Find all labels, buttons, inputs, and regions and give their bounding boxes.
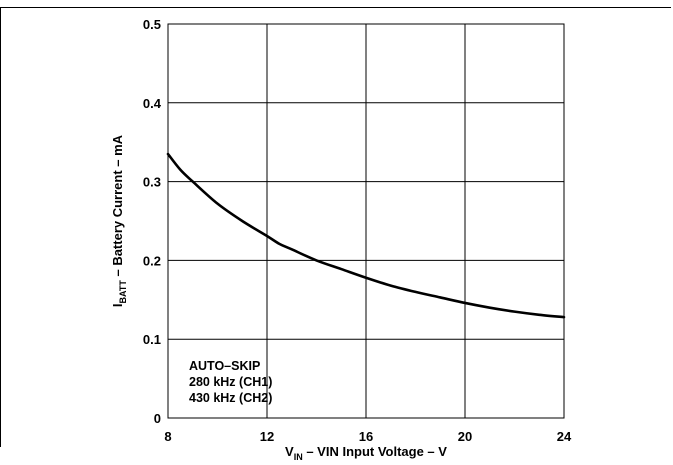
frame-left-border: [0, 7, 1, 447]
annotation-block: AUTO–SKIP 280 kHz (CH1) 430 kHz (CH2): [189, 359, 272, 405]
y-axis-label: IBATT – Battery Current – mA: [110, 134, 128, 307]
x-tick-labels: 8 12 16 20 24: [164, 429, 572, 444]
annotation-line-3: 430 kHz (CH2): [189, 391, 272, 405]
x-tick-label: 16: [359, 429, 373, 444]
x-axis-label-symbol: V: [285, 444, 294, 459]
series-line: [166, 152, 566, 319]
y-tick-labels: 0 0.1 0.2 0.3 0.4 0.5: [143, 17, 162, 426]
annotation-line-2: 280 kHz (CH1): [189, 375, 272, 389]
y-tick-label: 0: [154, 411, 161, 426]
y-axis-label-text: – Battery Current – mA: [110, 134, 125, 280]
y-tick-label: 0.3: [143, 175, 161, 190]
x-tick-label: 8: [164, 429, 171, 444]
plot-area-border: [167, 23, 565, 419]
y-tick-label: 0.2: [143, 253, 161, 268]
frame-top-border: [0, 7, 671, 8]
y-axis-label-subscript: BATT: [118, 280, 128, 304]
x-axis-label-subscript: IN: [294, 452, 303, 462]
y-tick-label: 0.1: [143, 332, 161, 347]
y-tick-label: 0.4: [143, 96, 162, 111]
y-tick-label: 0.5: [143, 17, 161, 32]
x-axis-label: VIN – VIN Input Voltage – V: [285, 444, 447, 462]
x-tick-label: 12: [260, 429, 274, 444]
y-axis-label-symbol: I: [110, 303, 125, 307]
x-axis-label-text: – VIN Input Voltage – V: [303, 444, 448, 459]
x-tick-label: 20: [458, 429, 472, 444]
annotation-line-1: AUTO–SKIP: [189, 359, 260, 373]
x-tick-label: 24: [557, 429, 572, 444]
